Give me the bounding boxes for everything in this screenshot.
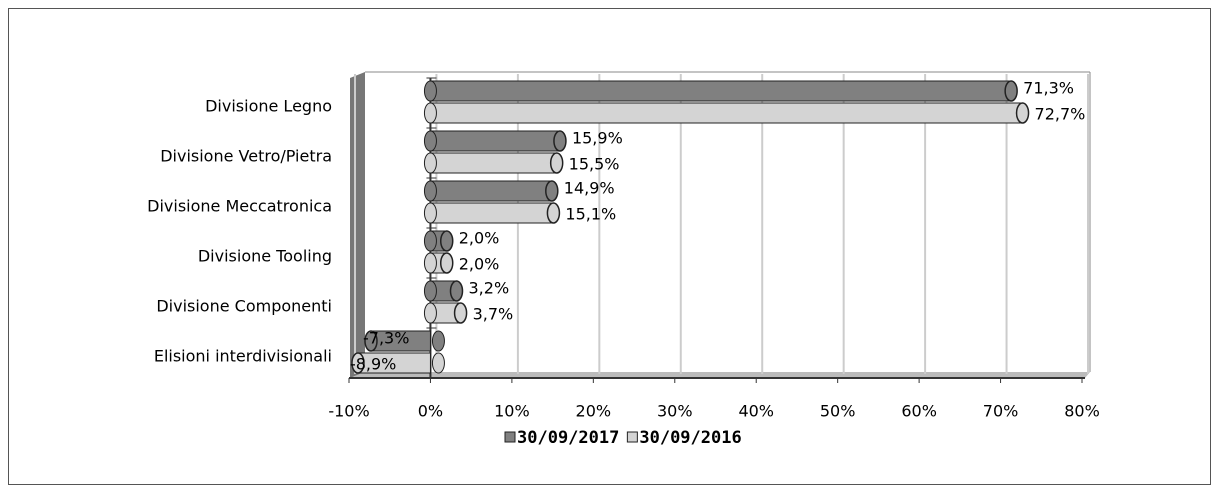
bar bbox=[351, 352, 445, 374]
bar-base bbox=[423, 202, 437, 224]
value-label: -8,9% bbox=[350, 355, 396, 374]
bar-base bbox=[431, 330, 445, 352]
bar-body bbox=[429, 202, 554, 224]
y-tick-label: Divisione Tooling bbox=[198, 247, 332, 266]
y-tick-label: Divisione Meccatronica bbox=[147, 197, 332, 216]
value-label: 72,7% bbox=[1035, 105, 1086, 124]
y-tick-label: Elisioni interdivisionali bbox=[154, 347, 332, 366]
x-tick-label: 0% bbox=[418, 402, 443, 421]
bar-base bbox=[423, 252, 437, 274]
bar-base bbox=[423, 180, 437, 202]
bar-cap bbox=[453, 302, 468, 324]
legend-label: 30/09/2016 bbox=[639, 428, 741, 448]
x-tick-label: 20% bbox=[576, 402, 612, 421]
bar bbox=[423, 252, 454, 274]
value-label: 71,3% bbox=[1023, 79, 1074, 98]
bar bbox=[364, 330, 445, 352]
x-tick-label: 80% bbox=[1064, 402, 1100, 421]
x-tick-label: 50% bbox=[820, 402, 856, 421]
bar-body bbox=[429, 130, 561, 152]
value-label: 3,7% bbox=[473, 305, 514, 324]
bar bbox=[423, 80, 1018, 102]
x-tick-label: 40% bbox=[738, 402, 774, 421]
value-label: 14,9% bbox=[564, 179, 615, 198]
bar-cap bbox=[439, 230, 454, 252]
bar-cap bbox=[449, 280, 464, 302]
value-label: 3,2% bbox=[469, 279, 510, 298]
bar-cap bbox=[364, 330, 378, 352]
bar bbox=[423, 102, 1030, 124]
y-tick-label: Divisione Componenti bbox=[156, 297, 332, 316]
bar-cap bbox=[546, 202, 561, 224]
bar-body bbox=[429, 152, 558, 174]
x-tick-label: -10% bbox=[328, 402, 369, 421]
x-tick-label: 60% bbox=[901, 402, 937, 421]
bar-cap bbox=[439, 252, 454, 274]
bar-cap bbox=[1004, 80, 1018, 102]
value-label: 2,0% bbox=[459, 255, 500, 274]
bar-cap bbox=[545, 180, 559, 202]
value-label: 15,5% bbox=[569, 155, 620, 174]
bar bbox=[423, 280, 464, 302]
bar-body bbox=[429, 80, 1012, 102]
y-tick-label: Divisione Legno bbox=[205, 97, 332, 116]
legend-swatch bbox=[626, 431, 638, 443]
legend-label: 30/09/2017 bbox=[517, 428, 619, 448]
bar-cap bbox=[553, 130, 567, 152]
x-tick-label: 30% bbox=[657, 402, 693, 421]
bar bbox=[423, 152, 564, 174]
bar-base bbox=[423, 152, 437, 174]
value-label: 2,0% bbox=[459, 229, 500, 248]
bar bbox=[423, 202, 561, 224]
legend: 30/09/2017 30/09/2016 bbox=[504, 428, 742, 448]
x-tick-label: 10% bbox=[494, 402, 530, 421]
bar-base bbox=[423, 102, 437, 124]
bar-cap bbox=[549, 152, 564, 174]
left-wall bbox=[350, 72, 365, 378]
bar-base bbox=[423, 130, 437, 152]
x-tick-label: 70% bbox=[983, 402, 1019, 421]
bar bbox=[423, 130, 567, 152]
bar-base bbox=[423, 80, 437, 102]
bar-cap bbox=[351, 352, 365, 374]
value-label: -7,3% bbox=[363, 329, 409, 348]
bar-base bbox=[423, 302, 437, 324]
bar-base bbox=[423, 230, 437, 252]
legend-swatch bbox=[504, 431, 516, 443]
value-label: 15,1% bbox=[565, 205, 616, 224]
y-tick-label: Divisione Vetro/Pietra bbox=[160, 147, 332, 166]
bar-body bbox=[429, 102, 1024, 124]
bar-cap bbox=[1015, 102, 1030, 124]
bar-base bbox=[423, 280, 437, 302]
bar bbox=[423, 230, 454, 252]
bar-body bbox=[429, 180, 553, 202]
floor bbox=[350, 372, 1090, 378]
bar bbox=[423, 302, 468, 324]
bar-base bbox=[431, 352, 445, 374]
value-label: 15,9% bbox=[572, 129, 623, 148]
bar bbox=[423, 180, 559, 202]
